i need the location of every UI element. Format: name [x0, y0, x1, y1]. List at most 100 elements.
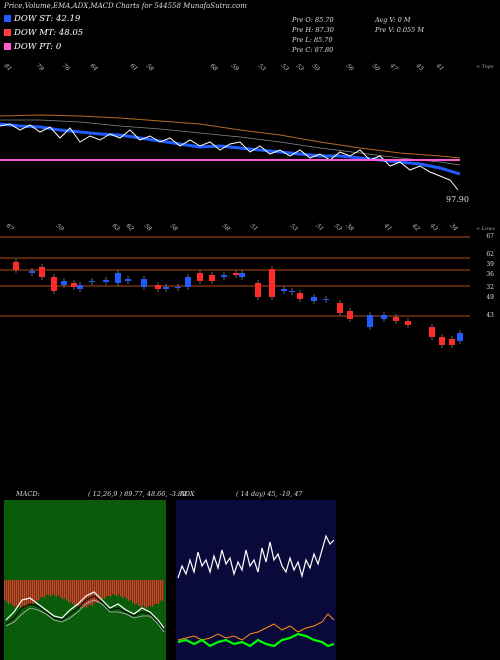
macd-histogram-bar: [158, 580, 160, 604]
top-tick-label: 81: [2, 62, 13, 73]
candle: [367, 315, 373, 327]
macd-histogram-bar: [138, 580, 140, 606]
macd-histogram-bar: [56, 580, 58, 597]
ema-mid-line: [0, 119, 461, 166]
top-tick-label: 50: [310, 62, 321, 73]
macd-histogram-bar: [130, 580, 132, 601]
candle: [323, 299, 329, 300]
adx-label: ADX: [180, 490, 195, 498]
macd-histogram-bar: [88, 580, 90, 606]
candle: [155, 285, 161, 289]
macd-histogram-bar: [132, 580, 134, 603]
macd-histogram-bar: [84, 580, 86, 607]
candle: [175, 287, 181, 288]
top-tick-label: 59: [229, 62, 240, 73]
macd-histogram-bar: [100, 580, 102, 599]
candle: [347, 311, 353, 319]
candle: [51, 277, 57, 291]
macd-signal-line: [5, 595, 165, 631]
adx-panel: [176, 500, 336, 660]
level-label: 43: [486, 312, 494, 319]
candle: [163, 287, 169, 289]
macd-histogram-bar: [6, 580, 8, 603]
bottom-candle-chart: [0, 236, 470, 348]
top-tick-label: 79: [34, 62, 45, 73]
chart-title: Price,Volume,EMA,ADX,MACD Charts for 544…: [4, 2, 247, 10]
macd-histogram-bar: [50, 580, 52, 597]
top-tick-label: 68: [208, 62, 219, 73]
stat-avg-volume: Avg V: 0 M: [375, 16, 411, 24]
macd-histogram-bar: [114, 580, 116, 596]
level-label: 67: [486, 233, 494, 240]
level-label: 62: [486, 251, 494, 258]
macd-histogram-bar: [46, 580, 48, 595]
stat-high: Pre H: 87.30: [292, 26, 334, 34]
candle: [39, 267, 45, 277]
legend-item-dow-mt: DOW MT: 48.05: [4, 28, 83, 38]
macd-histogram-bar: [80, 580, 82, 608]
macd-histogram-bar: [112, 580, 114, 595]
top-price-chart: [0, 114, 461, 191]
macd-histogram-bar: [104, 580, 106, 599]
macd-histogram-bar: [160, 580, 162, 601]
candle: [255, 283, 261, 297]
macd-histogram-bar: [144, 580, 146, 607]
macd-histogram-bar: [78, 580, 80, 607]
macd-histogram-bar: [8, 580, 10, 605]
macd-histogram-bar: [128, 580, 130, 602]
macd-histogram-bar: [90, 580, 92, 606]
macd-histogram-bar: [156, 580, 158, 604]
macd-histogram-bar: [34, 580, 36, 601]
macd-histogram-bar: [38, 580, 40, 601]
top-edge-label: < Tops: [476, 64, 494, 70]
top-tick-label: 45: [414, 62, 425, 73]
bottom-edge-label: < Lows: [476, 226, 495, 232]
top-tick-label: 41: [434, 62, 445, 73]
adx-green-line: [177, 632, 335, 648]
macd-histogram-bar: [72, 580, 74, 604]
macd-histogram-bar: [36, 580, 38, 601]
legend-label: DOW ST: 42.19: [14, 14, 81, 24]
candle: [61, 281, 67, 285]
macd-histogram-bar: [58, 580, 60, 596]
macd-histogram-bar: [94, 580, 96, 603]
macd-histogram-bar: [28, 580, 30, 605]
macd-histogram-bar: [18, 580, 20, 607]
macd-histogram-bar: [106, 580, 108, 596]
macd-histogram-bar: [162, 580, 164, 601]
candle: [239, 273, 245, 277]
macd-histogram-bar: [116, 580, 118, 597]
macd-histogram-bar: [26, 580, 28, 607]
macd-histogram-bar: [140, 580, 142, 608]
candle: [125, 279, 131, 281]
macd-histogram-bar: [154, 580, 156, 604]
candle: [185, 277, 191, 287]
candle: [115, 273, 121, 283]
top-tick-label: 50: [370, 62, 381, 73]
macd-histogram-bar: [136, 580, 138, 604]
candle: [405, 321, 411, 325]
legend-item-dow-st: DOW ST: 42.19: [4, 14, 80, 24]
legend-swatch: [4, 43, 11, 50]
macd-histogram-bar: [126, 580, 128, 599]
macd-panel: [4, 500, 166, 660]
stat-volume: Pre V: 0.055 M: [375, 26, 425, 34]
macd-histogram-bar: [146, 580, 148, 608]
top-tick-label: 53: [279, 62, 290, 73]
macd-histogram-bar: [10, 580, 12, 604]
candle: [337, 303, 343, 313]
macd-histogram-bar: [82, 580, 84, 606]
candle: [221, 275, 227, 277]
macd-histogram-bar: [98, 580, 100, 603]
candle: [89, 281, 95, 282]
top-tick-label: 47: [388, 62, 399, 73]
macd-histogram-bar: [124, 580, 126, 597]
candle: [209, 275, 215, 281]
macd-histogram-bar: [32, 580, 34, 605]
candle: [71, 283, 77, 287]
candle: [381, 315, 387, 319]
candle: [233, 273, 239, 275]
macd-histogram-bar: [48, 580, 50, 596]
stat-open: Pre O: 85.70: [292, 16, 334, 24]
macd-values: ( 12,26,9 ) 89.77, 48.66, -3.89: [88, 490, 187, 498]
